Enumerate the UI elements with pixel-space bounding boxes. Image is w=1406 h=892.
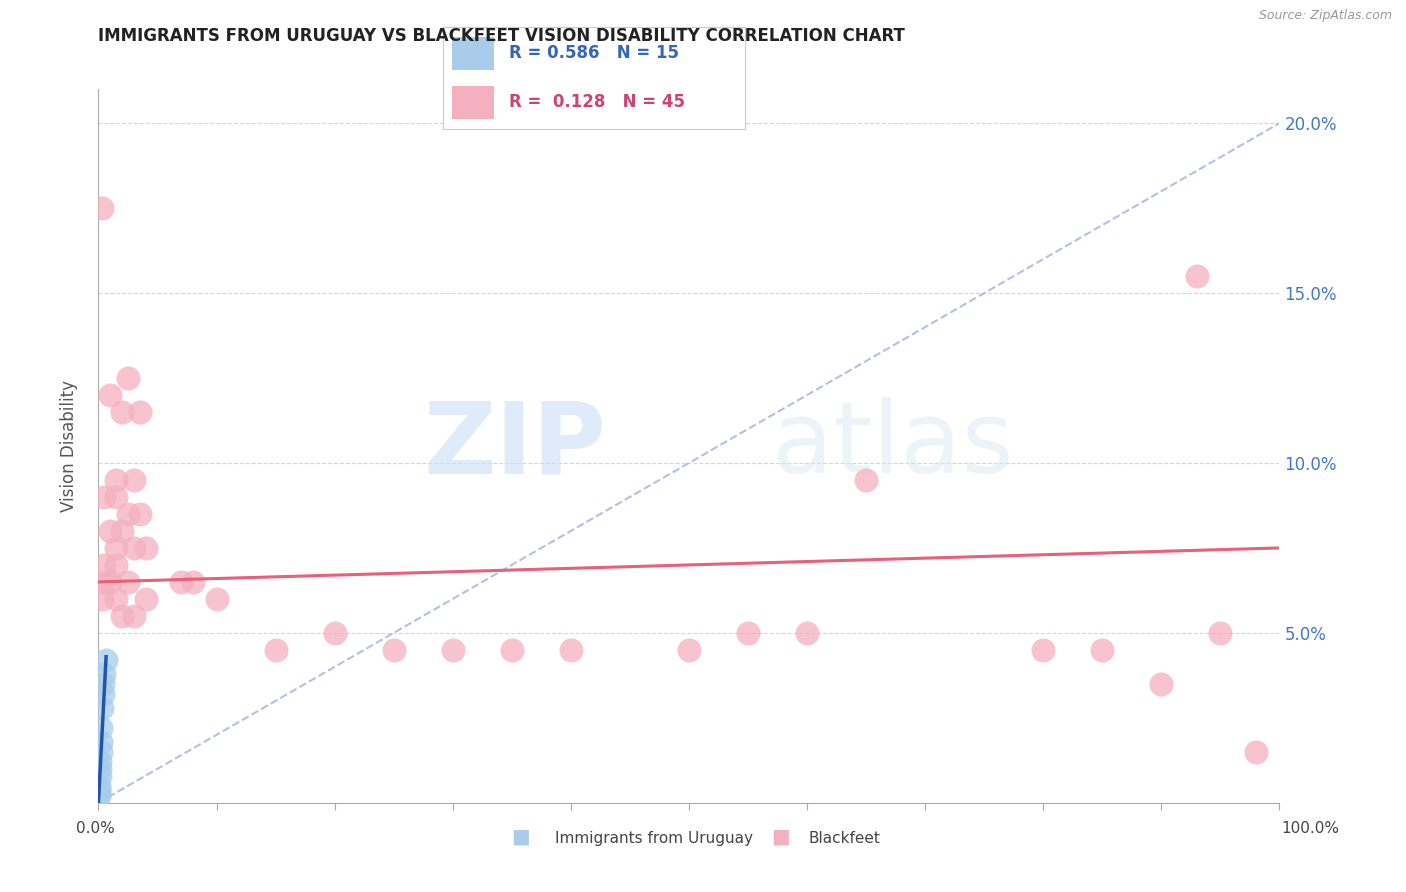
Point [91,687,114,701]
Point [855,473,877,487]
Point [105,541,128,555]
Text: Blackfeet: Blackfeet [808,831,880,846]
Point [90,721,112,735]
Point [105,558,128,572]
Text: ▪: ▪ [510,822,530,851]
Point [91,201,114,215]
Point [93,490,115,504]
Point [89,782,111,797]
Point [122,541,145,555]
Point [128,405,150,419]
Text: IMMIGRANTS FROM URUGUAY VS BLACKFEET VISION DISABILITY CORRELATION CHART: IMMIGRANTS FROM URUGUAY VS BLACKFEET VIS… [98,27,905,45]
Text: Source: ZipAtlas.com: Source: ZipAtlas.com [1258,9,1392,22]
Point [94,653,117,667]
Point [111,608,134,623]
Point [1185,269,1208,284]
Point [90,734,112,748]
Point [737,626,759,640]
Point [796,626,818,640]
Point [91,591,114,606]
Point [105,473,128,487]
Text: Immigrants from Uruguay: Immigrants from Uruguay [555,831,754,846]
Point [1091,643,1114,657]
Text: 100.0%: 100.0% [1281,821,1340,836]
Y-axis label: Vision Disability: Vision Disability [59,380,77,512]
Point [1032,643,1054,657]
Text: ZIP: ZIP [423,398,606,494]
Point [128,507,150,521]
Point [441,643,464,657]
Point [89,755,111,769]
Bar [451,37,495,70]
Point [87,789,110,803]
Point [382,643,405,657]
Point [323,626,346,640]
Point [93,558,115,572]
Bar [451,87,495,119]
Point [1209,626,1232,640]
Point [1244,745,1267,759]
Point [181,574,204,589]
Point [105,490,128,504]
Point [135,541,157,555]
Point [560,643,582,657]
Point [89,769,111,783]
Point [91,700,114,714]
Point [89,779,111,793]
Text: R =  0.128   N = 45: R = 0.128 N = 45 [509,93,685,112]
Point [93,574,115,589]
Point [1150,677,1173,691]
Point [122,608,145,623]
Point [98,574,121,589]
Text: ▪: ▪ [770,822,790,851]
Point [105,591,128,606]
Point [111,524,134,538]
Point [678,643,700,657]
Point [87,786,110,800]
Point [170,574,193,589]
Point [117,371,139,385]
Point [98,388,121,402]
Point [111,405,134,419]
Point [264,643,287,657]
Point [205,591,228,606]
Point [93,666,115,681]
Point [122,473,145,487]
Point [135,591,157,606]
Point [90,745,112,759]
Point [89,762,111,776]
Point [501,643,523,657]
Point [98,524,121,538]
Point [117,574,139,589]
Point [91,677,114,691]
Text: 0.0%: 0.0% [76,821,115,836]
Text: atlas: atlas [772,398,1014,494]
Text: R = 0.586   N = 15: R = 0.586 N = 15 [509,44,679,62]
Point [117,507,139,521]
